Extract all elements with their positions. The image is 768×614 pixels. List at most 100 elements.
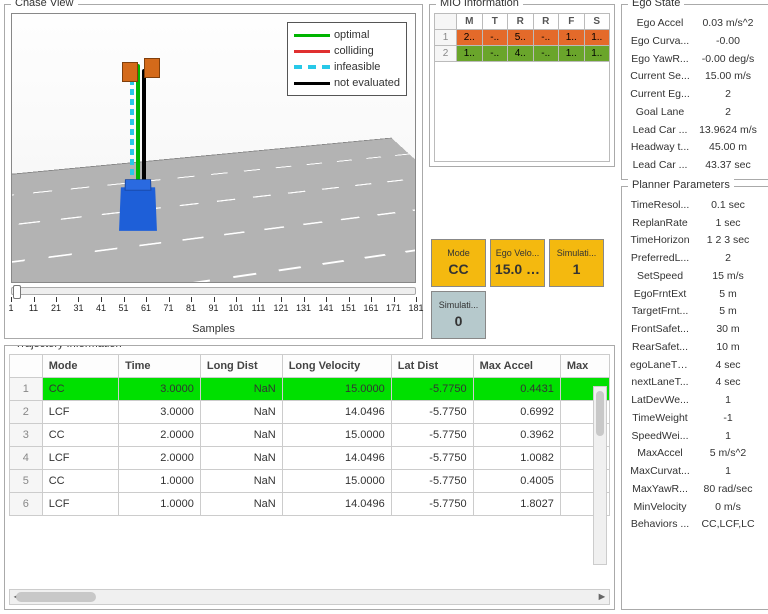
axis-tick-label: 131	[296, 303, 311, 313]
mio-row-num: 1	[435, 30, 457, 46]
traj-row-num: 2	[10, 401, 43, 424]
kv-value: -0.00 deg/s	[694, 52, 762, 68]
legend-row: not evaluated	[294, 75, 400, 91]
kv-key: egoLaneTTC	[630, 358, 694, 374]
legend-swatch	[294, 34, 330, 37]
traj-row-num: 5	[10, 470, 43, 493]
kv-key: Ego YawR...	[630, 52, 694, 68]
status-tile-value: 15.0 …	[495, 261, 540, 277]
axis-tick	[304, 297, 305, 302]
kv-key: TargetFrnt...	[630, 304, 694, 320]
axis-tick-label: 101	[228, 303, 243, 313]
kv-value: 30 m	[694, 322, 762, 338]
axis-tick	[394, 297, 395, 302]
axis-tick	[56, 297, 57, 302]
kv-key: MaxYawR...	[630, 482, 694, 498]
kv-key: PreferredL...	[630, 251, 694, 267]
mio-cell: -..	[533, 30, 559, 46]
axis-tick	[11, 297, 12, 302]
road-surface	[11, 138, 416, 283]
kv-key: Lead Car ...	[630, 123, 694, 139]
kv-value: 80 rad/sec	[694, 482, 762, 498]
axis-tick	[416, 297, 417, 302]
mio-table-blank	[434, 62, 610, 162]
status-tiles: ModeCCEgo Velo...15.0 …Simulati...1Simul…	[429, 239, 615, 339]
table-row[interactable]: 1CC3.0000NaN15.0000-5.77500.4431	[10, 378, 610, 401]
kv-key: Ego Curva...	[630, 34, 694, 50]
kv-value: 2	[694, 87, 762, 103]
kv-row: Goal Lane2	[626, 104, 766, 122]
mio-cell: -..	[482, 30, 508, 46]
traj-cell: CC	[42, 424, 118, 447]
kv-row: MinVelocity0 m/s	[626, 499, 766, 517]
traj-cell: -5.7750	[391, 424, 473, 447]
status-tile: Simulati...0	[431, 291, 486, 339]
vscroll-thumb[interactable]	[596, 391, 604, 436]
traj-col-header[interactable]: Long Dist	[200, 355, 282, 378]
axis-tick	[326, 297, 327, 302]
samples-slider[interactable]	[11, 287, 416, 295]
traj-cell: 3.0000	[119, 401, 201, 424]
traj-cell: NaN	[200, 378, 282, 401]
legend-row: infeasible	[294, 59, 400, 75]
trajectory-infeasible	[130, 69, 134, 194]
legend-label: not evaluated	[334, 77, 400, 89]
mio-col-header: R	[533, 14, 559, 30]
mio-cell: 1..	[584, 30, 610, 46]
axis-tick-label: 91	[208, 303, 218, 313]
kv-value: 5 m/s^2	[694, 446, 762, 462]
traj-col-header[interactable]: Mode	[42, 355, 118, 378]
axis-tick-label: 81	[186, 303, 196, 313]
axis-tick-label: 121	[273, 303, 288, 313]
hscroll-right-arrow[interactable]: ►	[595, 590, 609, 604]
traj-cell: CC	[42, 378, 118, 401]
traj-cell: LCF	[42, 401, 118, 424]
table-row[interactable]: 2LCF3.0000NaN14.0496-5.77500.6992	[10, 401, 610, 424]
table-row[interactable]: 4LCF2.0000NaN14.0496-5.77501.0082	[10, 447, 610, 470]
trajectory-hscroll[interactable]: ◄ ►	[9, 589, 610, 605]
trajectory-vscroll[interactable]	[593, 386, 607, 565]
table-row[interactable]: 5CC1.0000NaN15.0000-5.77500.4005	[10, 470, 610, 493]
kv-row: TimeHorizon1 2 3 sec	[626, 232, 766, 250]
kv-value: 43.37 sec	[694, 158, 762, 174]
axis-tick	[146, 297, 147, 302]
hscroll-thumb[interactable]	[16, 592, 96, 602]
traj-col-header[interactable]: Lat Dist	[391, 355, 473, 378]
kv-row: SpeedWei...1	[626, 428, 766, 446]
axis-tick	[349, 297, 350, 302]
mio-col-header: T	[482, 14, 508, 30]
slider-axis: 1112131415161718191101111121131141151161…	[11, 297, 416, 323]
traj-cell: -5.7750	[391, 378, 473, 401]
kv-value: 15.00 m/s	[694, 69, 762, 85]
kv-value: 1	[694, 429, 762, 445]
kv-value: 5 m	[694, 304, 762, 320]
kv-value: 15 m/s	[694, 269, 762, 285]
status-tile-label: Simulati...	[439, 301, 479, 310]
traj-col-header[interactable]: Max Accel	[473, 355, 560, 378]
kv-key: TimeResol...	[630, 198, 694, 214]
mio-cell: 2..	[457, 30, 483, 46]
axis-tick-label: 61	[141, 303, 151, 313]
status-tile-value: CC	[448, 261, 468, 277]
traj-col-header[interactable]: Time	[119, 355, 201, 378]
table-row[interactable]: 6LCF1.0000NaN14.0496-5.77501.8027	[10, 493, 610, 516]
table-row[interactable]: 3CC2.0000NaN15.0000-5.77500.3962	[10, 424, 610, 447]
traj-col-header[interactable]: Max	[560, 355, 609, 378]
kv-row: Current Se...15.00 m/s	[626, 68, 766, 86]
planner-title: Planner Parameters	[628, 179, 734, 191]
traj-cell: 14.0496	[282, 447, 391, 470]
traj-col-header[interactable]: Long Velocity	[282, 355, 391, 378]
chase-view-title: Chase View	[11, 0, 78, 9]
legend-label: optimal	[334, 29, 369, 41]
kv-key: Lead Car ...	[630, 158, 694, 174]
kv-value: 1	[694, 464, 762, 480]
kv-row: EgoFrntExt5 m	[626, 286, 766, 304]
traj-row-num: 1	[10, 378, 43, 401]
ego-car	[119, 187, 157, 231]
kv-row: TargetFrnt...5 m	[626, 303, 766, 321]
mio-cell: 5..	[508, 30, 534, 46]
traj-cell: 0.4431	[473, 378, 560, 401]
kv-key: MinVelocity	[630, 500, 694, 516]
legend-swatch	[294, 65, 330, 69]
kv-key: Current Eg...	[630, 87, 694, 103]
